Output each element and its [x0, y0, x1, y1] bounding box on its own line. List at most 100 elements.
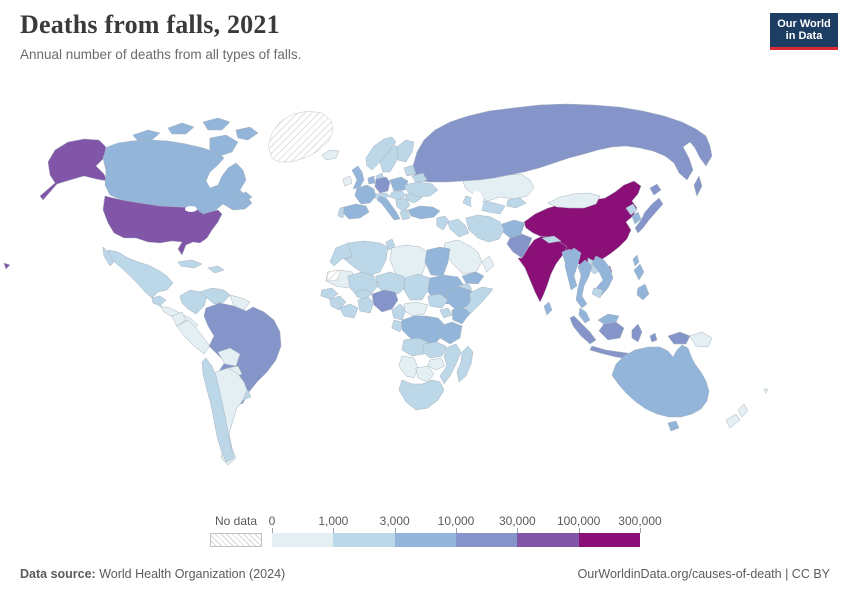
country-philippines-mindanao[interactable]	[636, 283, 650, 301]
country-fiji[interactable]	[763, 388, 769, 394]
country-netherlands-belgium[interactable]	[367, 175, 376, 185]
attribution-link[interactable]: OurWorldinData.org/causes-of-death | CC …	[577, 567, 830, 581]
country-pakistan[interactable]	[506, 233, 533, 259]
country-tanzania[interactable]	[439, 321, 463, 345]
country-mexico[interactable]	[107, 249, 174, 299]
country-canada-baffin[interactable]	[209, 134, 239, 157]
country-ecuador[interactable]	[171, 311, 187, 327]
country-spain[interactable]	[342, 203, 370, 220]
country-colombia[interactable]	[179, 289, 208, 315]
country-iran[interactable]	[465, 214, 505, 243]
country-botswana[interactable]	[415, 365, 435, 383]
country-canada-arctic-2[interactable]	[167, 122, 195, 135]
country-ukraine[interactable]	[403, 181, 439, 198]
country-papua-new-guinea[interactable]	[689, 331, 713, 348]
country-south-sudan[interactable]	[427, 293, 449, 309]
country-portugal[interactable]	[337, 206, 345, 219]
country-egypt[interactable]	[424, 246, 451, 277]
country-taiwan[interactable]	[632, 254, 640, 267]
country-oman[interactable]	[481, 255, 495, 273]
country-cambodia[interactable]	[591, 287, 604, 299]
legend-bin-swatch[interactable]	[272, 533, 334, 547]
country-zimbabwe[interactable]	[427, 357, 446, 371]
country-united-kingdom[interactable]	[351, 165, 365, 190]
country-bolivia[interactable]	[217, 347, 241, 367]
country-burkina-faso[interactable]	[355, 288, 373, 300]
country-russia-sakhalin[interactable]	[693, 175, 703, 197]
country-canada-newfoundland[interactable]	[235, 191, 253, 204]
country-new-zealand-north[interactable]	[737, 403, 749, 418]
country-japan-honshu[interactable]	[634, 197, 664, 234]
country-north-korea[interactable]	[625, 203, 638, 216]
country-algeria[interactable]	[343, 240, 389, 277]
country-belarus[interactable]	[411, 172, 428, 184]
country-italy[interactable]	[376, 195, 401, 221]
country-tunisia[interactable]	[385, 238, 396, 251]
country-hispaniola[interactable]	[207, 265, 225, 274]
country-indonesia-west-papua[interactable]	[667, 331, 691, 345]
country-chile[interactable]	[201, 357, 235, 463]
country-sri-lanka[interactable]	[543, 301, 553, 316]
legend-bin-swatch[interactable]	[394, 533, 456, 547]
country-nepal[interactable]	[541, 235, 562, 244]
country-central-african-republic[interactable]	[403, 301, 429, 317]
country-ireland[interactable]	[342, 175, 353, 187]
country-united-states-aleutians[interactable]	[3, 262, 11, 270]
country-senegal[interactable]	[320, 287, 339, 300]
country-venezuela[interactable]	[199, 287, 231, 305]
country-madagascar[interactable]	[456, 345, 474, 383]
country-indonesia-sumatra[interactable]	[569, 315, 597, 345]
country-ghana[interactable]	[357, 296, 375, 314]
country-australia[interactable]	[611, 344, 710, 418]
country-russia[interactable]	[412, 103, 713, 183]
country-france[interactable]	[354, 184, 377, 205]
country-turkey[interactable]	[407, 205, 441, 220]
legend-bin-swatch[interactable]	[456, 533, 518, 547]
country-guinea[interactable]	[329, 295, 347, 311]
country-niger[interactable]	[375, 271, 408, 296]
country-namibia[interactable]	[398, 355, 419, 379]
country-cuba[interactable]	[177, 259, 203, 269]
country-somalia[interactable]	[463, 286, 494, 319]
country-guatemala[interactable]	[151, 295, 167, 307]
country-indonesia-sulawesi[interactable]	[631, 323, 643, 343]
country-cameroon[interactable]	[391, 303, 407, 321]
country-nigeria[interactable]	[371, 289, 399, 313]
legend-bin-swatch[interactable]	[578, 533, 640, 547]
country-greenland[interactable]	[267, 110, 334, 163]
country-iraq[interactable]	[447, 218, 470, 238]
country-canada-arctic-3[interactable]	[202, 117, 231, 131]
country-czech-hungary[interactable]	[389, 190, 407, 201]
country-germany[interactable]	[374, 176, 391, 194]
country-india[interactable]	[517, 235, 568, 303]
country-ivory-coast[interactable]	[339, 303, 359, 319]
country-south-korea[interactable]	[631, 211, 642, 225]
country-poland[interactable]	[389, 176, 409, 192]
legend-bin-swatch[interactable]	[517, 533, 579, 547]
country-norway[interactable]	[365, 136, 397, 171]
country-libya[interactable]	[389, 244, 428, 283]
country-malaysia-borneo[interactable]	[597, 313, 620, 325]
country-south-africa[interactable]	[398, 379, 445, 411]
country-united-states-alaska[interactable]	[39, 138, 108, 201]
country-japan-hokkaido[interactable]	[649, 183, 662, 196]
country-new-zealand-south[interactable]	[725, 413, 741, 429]
country-mozambique[interactable]	[439, 343, 462, 385]
country-finland[interactable]	[397, 139, 415, 163]
country-zambia[interactable]	[422, 341, 447, 359]
country-iceland[interactable]	[321, 149, 340, 161]
country-uganda[interactable]	[439, 307, 453, 319]
country-baltics[interactable]	[403, 164, 417, 177]
country-syria[interactable]	[436, 215, 450, 231]
country-mali[interactable]	[347, 271, 379, 298]
country-canada-arctic-4[interactable]	[235, 126, 259, 141]
country-australia-tasmania[interactable]	[667, 420, 680, 432]
country-angola[interactable]	[401, 337, 429, 357]
country-philippines-luzon[interactable]	[633, 263, 645, 281]
country-greece[interactable]	[399, 209, 411, 221]
country-malaysia-peninsula[interactable]	[578, 307, 591, 324]
country-canada-arctic-1[interactable]	[132, 129, 161, 142]
owid-logo[interactable]: Our World in Data	[770, 13, 838, 50]
country-gabon-congo[interactable]	[391, 319, 403, 333]
country-chad[interactable]	[403, 273, 431, 301]
